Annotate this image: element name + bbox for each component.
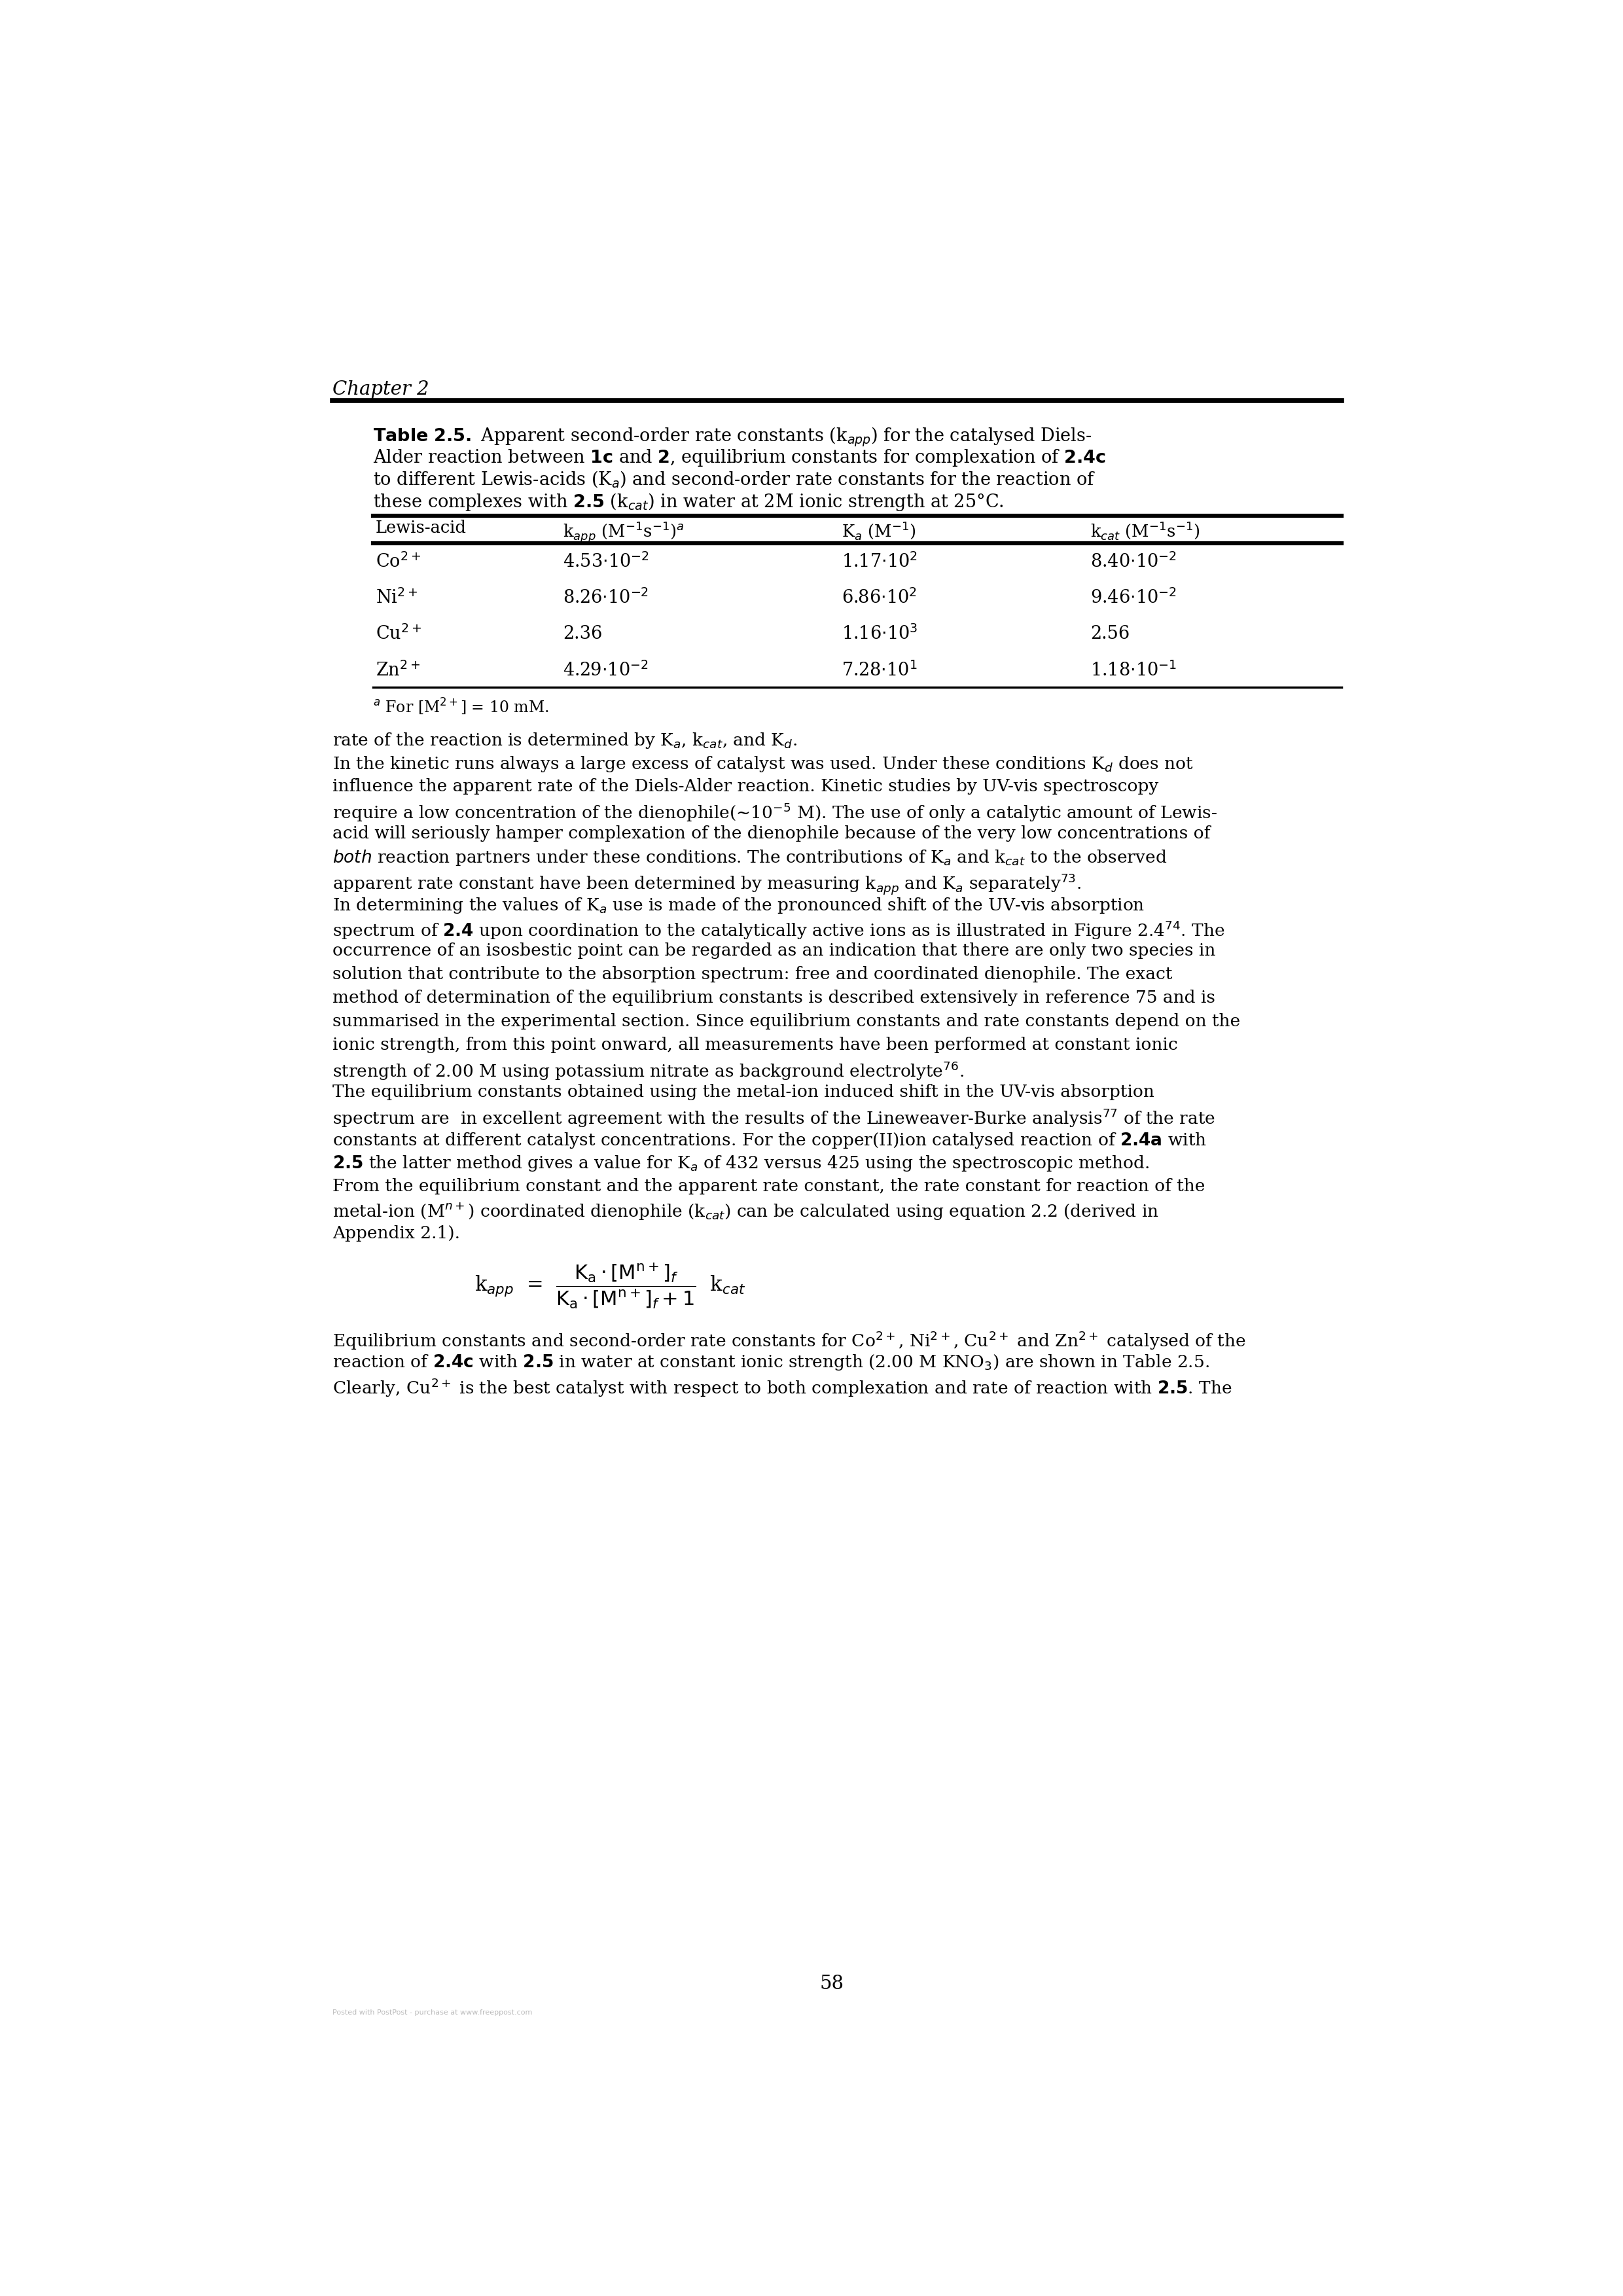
Text: 2.36: 2.36	[563, 625, 602, 643]
Text: acid will seriously hamper complexation of the dienophile because of the very lo: acid will seriously hamper complexation …	[333, 824, 1211, 840]
Text: solution that contribute to the absorption spectrum: free and coordinated dienop: solution that contribute to the absorpti…	[333, 967, 1172, 983]
Text: ionic strength, from this point onward, all measurements have been performed at : ionic strength, from this point onward, …	[333, 1035, 1178, 1054]
Text: 4.29$\cdot$10$^{-2}$: 4.29$\cdot$10$^{-2}$	[563, 661, 649, 680]
Text: $^a$ For [M$^{2+}$] = 10 mM.: $^a$ For [M$^{2+}$] = 10 mM.	[373, 696, 549, 716]
Text: to different Lewis-acids (K$_a$) and second-order rate constants for the reactio: to different Lewis-acids (K$_a$) and sec…	[373, 471, 1096, 489]
Text: In determining the values of K$_a$ use is made of the pronounced shift of the UV: In determining the values of K$_a$ use i…	[333, 895, 1144, 914]
Text: k$_{app}$ (M$^{-1}$s$^{-1}$)$^a$: k$_{app}$ (M$^{-1}$s$^{-1}$)$^a$	[563, 519, 685, 544]
Text: 8.26$\cdot$10$^{-2}$: 8.26$\cdot$10$^{-2}$	[563, 588, 649, 608]
Text: Chapter 2: Chapter 2	[333, 381, 428, 400]
Text: Ni$^{2+}$: Ni$^{2+}$	[375, 588, 417, 608]
Text: 7.28$\cdot$10$^{1}$: 7.28$\cdot$10$^{1}$	[842, 661, 917, 680]
Text: Cu$^{2+}$: Cu$^{2+}$	[375, 625, 422, 643]
Text: 4.53$\cdot$10$^{-2}$: 4.53$\cdot$10$^{-2}$	[563, 553, 649, 572]
Text: Clearly, Cu$^{2+}$ is the best catalyst with respect to both complexation and ra: Clearly, Cu$^{2+}$ is the best catalyst …	[333, 1378, 1232, 1398]
Text: 8.40$\cdot$10$^{-2}$: 8.40$\cdot$10$^{-2}$	[1091, 553, 1177, 572]
Text: Lewis-acid: Lewis-acid	[375, 519, 466, 535]
Text: occurrence of an isosbestic point can be regarded as an indication that there ar: occurrence of an isosbestic point can be…	[333, 944, 1216, 960]
Text: k$_{app}$  =  $\dfrac{\mathrm{K_a \cdot [M^{n+}]_{\mathit{f}}}}{\mathrm{K_a \cdo: k$_{app}$ = $\dfrac{\mathrm{K_a \cdot [M…	[474, 1261, 745, 1311]
Text: 2.56: 2.56	[1091, 625, 1130, 643]
Text: From the equilibrium constant and the apparent rate constant, the rate constant : From the equilibrium constant and the ap…	[333, 1178, 1204, 1194]
Text: The equilibrium constants obtained using the metal-ion induced shift in the UV-v: The equilibrium constants obtained using…	[333, 1084, 1154, 1100]
Text: require a low concentration of the dienophile(~10$^{-5}$ M). The use of only a c: require a low concentration of the dieno…	[333, 801, 1217, 824]
Text: $\it{both}$ reaction partners under these conditions. The contributions of K$_a$: $\it{both}$ reaction partners under thes…	[333, 850, 1167, 868]
Text: Posted with PostPost - purchase at www.freeppost.com: Posted with PostPost - purchase at www.f…	[333, 2009, 532, 2016]
Text: strength of 2.00 M using potassium nitrate as background electrolyte$^{76}$.: strength of 2.00 M using potassium nitra…	[333, 1061, 964, 1081]
Text: Equilibrium constants and second-order rate constants for Co$^{2+}$, Ni$^{2+}$, : Equilibrium constants and second-order r…	[333, 1329, 1245, 1352]
Text: metal-ion (M$^{n+}$) coordinated dienophile (k$_{cat}$) can be calculated using : metal-ion (M$^{n+}$) coordinated dienoph…	[333, 1201, 1159, 1221]
Text: spectrum of $\bf{2.4}$ upon coordination to the catalytically active ions as is : spectrum of $\bf{2.4}$ upon coordination…	[333, 918, 1224, 941]
Text: rate of the reaction is determined by K$_a$, k$_{cat}$, and K$_d$.: rate of the reaction is determined by K$…	[333, 730, 797, 751]
Text: 1.18$\cdot$10$^{-1}$: 1.18$\cdot$10$^{-1}$	[1091, 661, 1177, 680]
Text: these complexes with $\bf{2.5}$ (k$_{cat}$) in water at 2M ionic strength at 25°: these complexes with $\bf{2.5}$ (k$_{cat…	[373, 491, 1003, 512]
Text: k$_{cat}$ (M$^{-1}$s$^{-1}$): k$_{cat}$ (M$^{-1}$s$^{-1}$)	[1091, 519, 1199, 542]
Text: Co$^{2+}$: Co$^{2+}$	[375, 553, 420, 572]
Text: Appendix 2.1).: Appendix 2.1).	[333, 1226, 459, 1242]
Text: influence the apparent rate of the Diels-Alder reaction. Kinetic studies by UV-v: influence the apparent rate of the Diels…	[333, 778, 1159, 794]
Text: spectrum are  in excellent agreement with the results of the Lineweaver-Burke an: spectrum are in excellent agreement with…	[333, 1107, 1216, 1130]
Text: $\bf{Table\ 2.5.}$ Apparent second-order rate constants (k$_{\it{app}}$) for the: $\bf{Table\ 2.5.}$ Apparent second-order…	[373, 425, 1092, 448]
Text: 1.17$\cdot$10$^{2}$: 1.17$\cdot$10$^{2}$	[842, 553, 917, 572]
Text: reaction of $\bf{2.4c}$ with $\bf{2.5}$ in water at constant ionic strength (2.0: reaction of $\bf{2.4c}$ with $\bf{2.5}$ …	[333, 1352, 1209, 1373]
Text: In the kinetic runs always a large excess of catalyst was used. Under these cond: In the kinetic runs always a large exces…	[333, 755, 1193, 774]
Text: summarised in the experimental section. Since equilibrium constants and rate con: summarised in the experimental section. …	[333, 1013, 1240, 1029]
Text: 9.46$\cdot$10$^{-2}$: 9.46$\cdot$10$^{-2}$	[1091, 588, 1177, 608]
Text: 1.16$\cdot$10$^{3}$: 1.16$\cdot$10$^{3}$	[842, 625, 919, 643]
Text: Zn$^{2+}$: Zn$^{2+}$	[375, 661, 420, 680]
Text: $\bf{2.5}$ the latter method gives a value for K$_a$ of 432 versus 425 using the: $\bf{2.5}$ the latter method gives a val…	[333, 1155, 1149, 1173]
Text: 58: 58	[820, 1975, 844, 1993]
Text: constants at different catalyst concentrations. For the copper(II)ion catalysed : constants at different catalyst concentr…	[333, 1130, 1206, 1150]
Text: method of determination of the equilibrium constants is described extensively in: method of determination of the equilibri…	[333, 990, 1216, 1006]
Text: 6.86$\cdot$10$^{2}$: 6.86$\cdot$10$^{2}$	[842, 588, 917, 608]
Text: K$_a$ (M$^{-1}$): K$_a$ (M$^{-1}$)	[842, 519, 917, 542]
Text: apparent rate constant have been determined by measuring k$_{app}$ and K$_a$ sep: apparent rate constant have been determi…	[333, 872, 1081, 895]
Text: Alder reaction between $\bf{1c}$ and $\bf{2}$, equilibrium constants for complex: Alder reaction between $\bf{1c}$ and $\b…	[373, 448, 1105, 468]
